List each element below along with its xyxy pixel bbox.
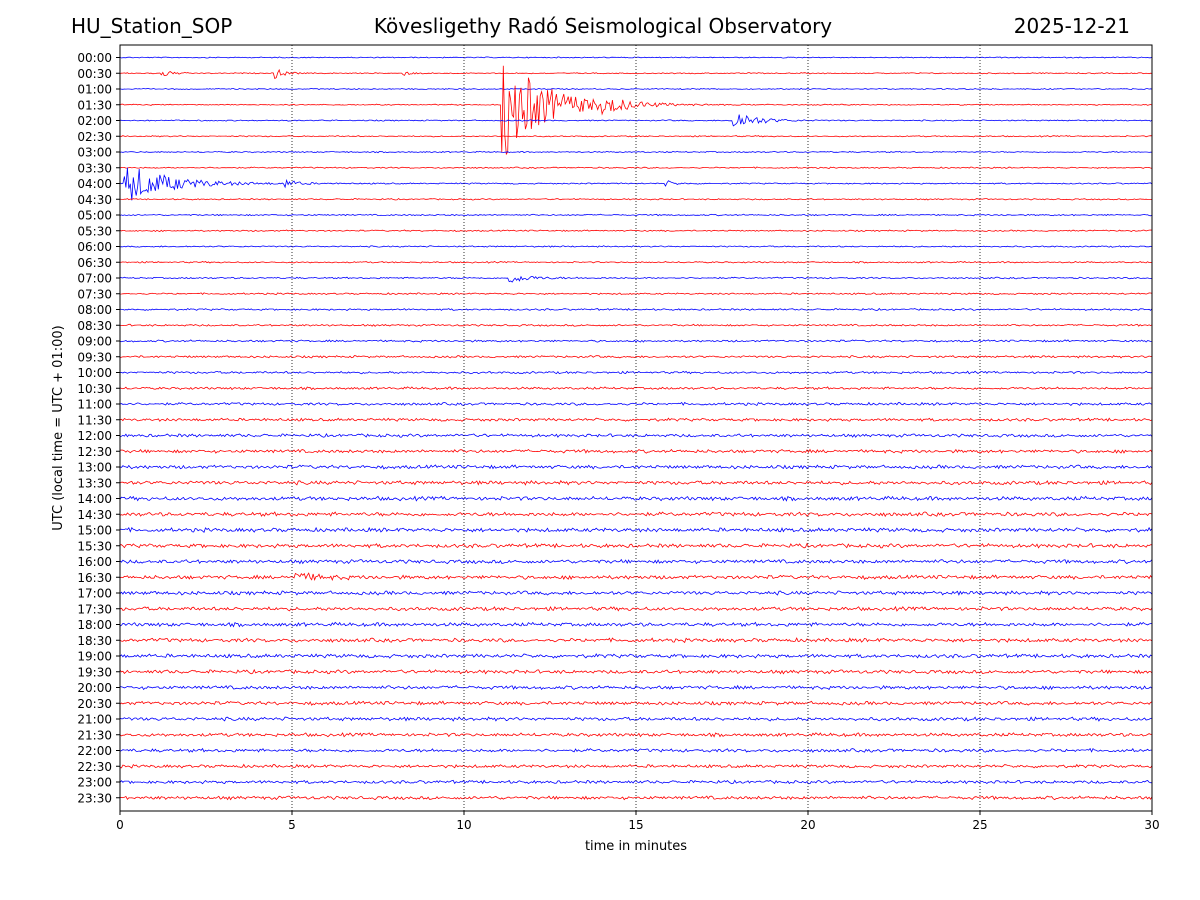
y-tick-label: 15:30: [77, 539, 112, 553]
trace-2330: [119, 795, 1153, 801]
trace-1230: [119, 448, 1153, 454]
chart-date: 2025-12-21: [1013, 14, 1130, 38]
trace-1830: [119, 637, 1153, 644]
trace-2100: [119, 716, 1153, 722]
trace-1130: [119, 417, 1153, 422]
trace-0500: [119, 213, 1153, 217]
y-tick-label: 11:30: [77, 413, 112, 427]
y-tick-label: 13:30: [77, 476, 112, 490]
y-tick-label: 16:00: [77, 555, 112, 569]
trace-1430: [119, 511, 1153, 518]
y-tick-label: 06:30: [77, 256, 112, 270]
y-tick-label: 02:30: [77, 130, 112, 144]
trace-1900: [119, 653, 1153, 659]
trace-1300: [119, 464, 1153, 470]
trace-1730: [119, 605, 1153, 612]
x-tick-label: 15: [628, 818, 643, 832]
y-tick-label: 01:30: [77, 98, 112, 112]
y-tick-label: 07:00: [77, 272, 112, 286]
x-tick-label: 0: [116, 818, 124, 832]
trace-1530: [119, 542, 1153, 549]
trace-2130: [119, 732, 1153, 738]
y-tick-label: 18:00: [77, 618, 112, 632]
y-tick-label: 22:00: [77, 744, 112, 758]
y-tick-label: 12:30: [77, 445, 112, 459]
y-tick-label: 18:30: [77, 634, 112, 648]
trace-1930: [119, 668, 1153, 675]
y-tick-label: 17:30: [77, 602, 112, 616]
y-tick-label: 04:30: [77, 193, 112, 207]
y-tick-label: 16:30: [77, 571, 112, 585]
x-axis-label: time in minutes: [585, 839, 687, 854]
trace-0900: [119, 339, 1153, 343]
y-tick-label: 23:00: [77, 776, 112, 790]
station-name: HU_Station_SOP: [71, 14, 233, 38]
y-tick-label: 17:00: [77, 587, 112, 601]
x-tick-group: 0 5 10 15 20 25 30: [116, 811, 1160, 832]
y-tick-label: 10:00: [77, 366, 112, 380]
y-tick-label: 21:30: [77, 728, 112, 742]
y-tick-label: 13:00: [77, 461, 112, 475]
x-tick-label: 20: [800, 818, 815, 832]
trace-0300: [119, 150, 1153, 154]
y-tick-label: 12:00: [77, 429, 112, 443]
y-tick-label: 03:30: [77, 161, 112, 175]
y-tick-label: 07:30: [77, 287, 112, 301]
trace-0030: [119, 68, 1153, 80]
y-tick-label: 23:30: [77, 791, 112, 805]
y-tick-label: 11:00: [77, 398, 112, 412]
trace-0100: [119, 87, 1153, 91]
chart-title: Kövesligethy Radó Seismological Observat…: [373, 14, 833, 38]
x-tick-label: 25: [972, 818, 987, 832]
y-tick-label: 22:30: [77, 760, 112, 774]
y-tick-label: 15:00: [77, 524, 112, 538]
y-tick-label: 10:30: [77, 382, 112, 396]
y-tick-label: 00:30: [77, 67, 112, 81]
y-tick-label: 20:30: [77, 697, 112, 711]
x-tick-label: 10: [456, 818, 471, 832]
y-tick-label: 08:00: [77, 303, 112, 317]
trace-0700: [119, 275, 1153, 283]
y-axis-label: UTC (local time = UTC + 01:00): [51, 325, 66, 530]
y-tick-label: 19:30: [77, 665, 112, 679]
y-tick-label: 03:00: [77, 146, 112, 160]
y-tick-label: 19:00: [77, 650, 112, 664]
trace-2200: [119, 747, 1152, 753]
x-tick-label: 5: [288, 818, 296, 832]
trace-1330: [119, 479, 1153, 486]
trace-0830: [119, 323, 1153, 327]
trace-0130: [119, 65, 1153, 156]
y-tick-label: 05:30: [77, 224, 112, 238]
trace-2030: [119, 700, 1153, 706]
y-tick-label: 05:00: [77, 209, 112, 223]
y-tick-label: 14:00: [77, 492, 112, 506]
x-tick-label: 30: [1144, 818, 1159, 832]
trace-1100: [119, 401, 1153, 407]
y-tick-label: 02:00: [77, 114, 112, 128]
y-tick-label: 01:00: [77, 83, 112, 97]
y-tick-label: 09:30: [77, 350, 112, 364]
y-tick-label: 14:30: [77, 508, 112, 522]
trace-0930: [119, 355, 1153, 359]
y-tick-label: 09:00: [77, 335, 112, 349]
y-tick-label: 08:30: [77, 319, 112, 333]
grid-group: [291, 45, 981, 811]
y-tick-label: 04:00: [77, 177, 112, 191]
y-tick-label: 20:00: [77, 681, 112, 695]
y-tick-label: 06:00: [77, 240, 112, 254]
y-tick-label: 00:00: [77, 51, 112, 65]
y-tick-label: 21:00: [77, 713, 112, 727]
